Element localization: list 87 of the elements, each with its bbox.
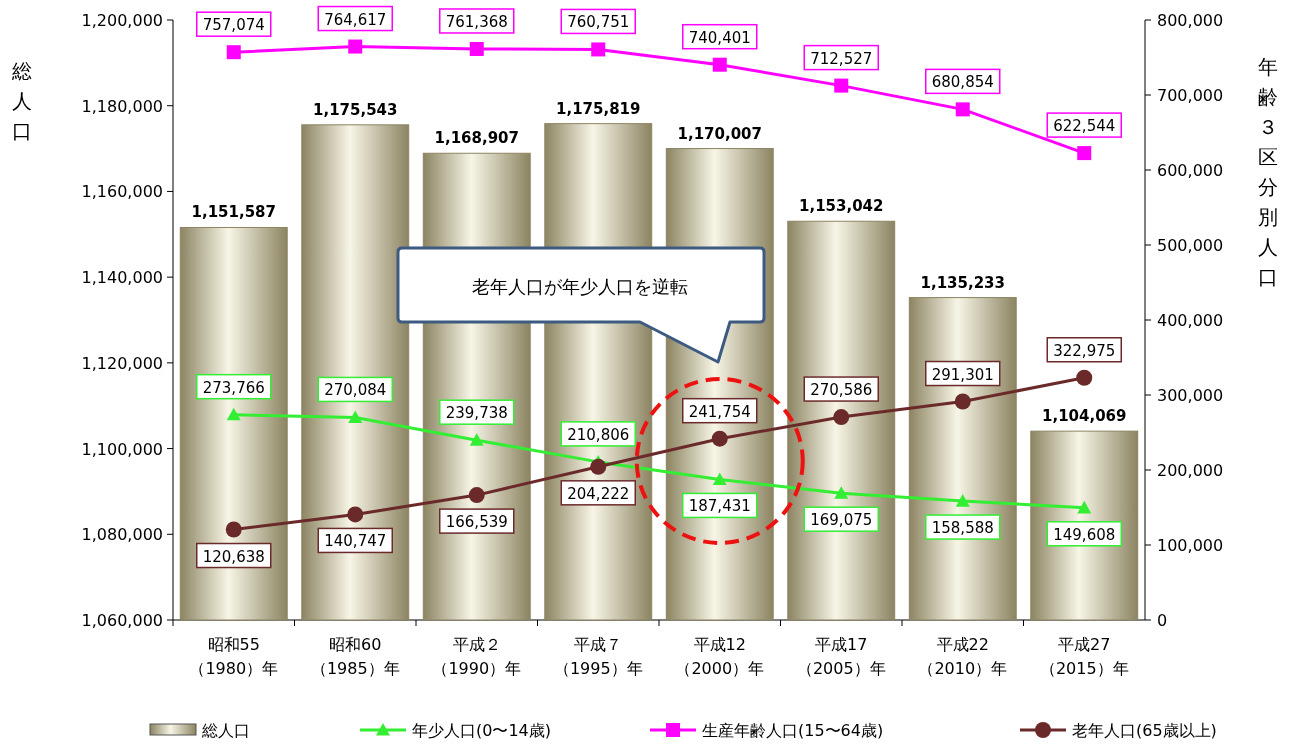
data-label: 757,074 [202,16,265,35]
data-label: 169,075 [810,511,873,530]
data-label: 166,539 [445,513,508,532]
y-axis-title: 総人口 [11,59,32,143]
data-label: 1,153,042 [799,197,884,216]
x-tick-label: 平成７（1995）年 [553,635,643,678]
y2-tick-label: 600,000 [1157,161,1224,180]
point [468,487,485,504]
y2-tick-label: 100,000 [1157,536,1224,555]
legend-label: 総人口 [201,721,250,740]
point [955,102,970,117]
point [226,407,241,421]
data-label: 270,084 [324,381,387,400]
y-tick-label: 1,120,000 [81,353,163,373]
data-label: 1,135,233 [920,273,1005,292]
x-tick-label: 平成12（2000）年 [675,635,765,678]
x-tick-label: 昭和55（1980）年 [189,635,279,678]
legend-label: 生産年齢人口(15〜64歳) [702,721,884,740]
data-label: 149,608 [1053,525,1116,544]
data-label: 740,401 [688,28,751,47]
legend-label: 年少人口(0〜14歳) [412,721,552,740]
data-label: 1,175,543 [313,100,398,119]
data-label: 622,544 [1053,117,1116,136]
x-tick-label: 平成17（2005）年 [796,635,886,678]
y2-tick-label: 200,000 [1157,461,1224,480]
y-tick-label: 1,200,000 [81,11,163,30]
annotation: 老年人口が年少人口を逆転 [472,276,688,297]
data-label: 1,168,907 [434,129,519,148]
point [591,42,606,57]
point [834,78,849,93]
data-label: 1,104,069 [1042,407,1127,426]
data-label: 712,527 [810,49,873,68]
y2-tick-label: 300,000 [1157,386,1224,405]
data-label: 270,586 [810,381,873,400]
data-label: 291,301 [931,365,994,384]
y-tick-label: 1,180,000 [81,96,163,116]
data-label: 158,588 [931,519,994,538]
legend-label: 老年人口(65歳以上) [1072,721,1217,740]
point [469,41,484,56]
point [954,393,971,410]
point [955,494,970,507]
data-label: 1,170,007 [677,124,762,143]
point [834,486,849,499]
data-label: 760,751 [567,13,630,32]
point [712,472,727,486]
data-label: 239,738 [445,404,508,423]
x-tick-label: 平成27（2015）年 [1039,635,1129,678]
point [225,521,242,538]
data-label: 680,854 [931,73,994,92]
data-label: 322,975 [1053,341,1116,360]
data-label: 120,638 [202,547,265,566]
y-tick-label: 1,100,000 [81,439,163,459]
point [712,57,727,72]
data-label: 204,222 [567,484,630,503]
point [590,458,607,475]
point [348,39,363,54]
point [1077,500,1092,514]
point [1077,146,1092,161]
data-label: 761,368 [445,12,508,31]
y2-tick-label: 500,000 [1157,236,1224,255]
data-label: 140,747 [324,532,387,551]
y2-tick-label: 0 [1157,611,1168,630]
point [711,430,728,447]
data-label: 1,151,587 [191,203,276,222]
y-tick-label: 1,060,000 [81,611,163,630]
y2-tick-label: 400,000 [1157,311,1224,330]
y-tick-label: 1,140,000 [81,268,163,288]
data-label: 764,617 [324,10,387,29]
x-tick-label: 平成２（1990）年 [432,635,522,678]
y-tick-label: 1,160,000 [81,182,163,202]
data-label: 210,806 [567,425,630,444]
point [347,506,364,523]
data-label: 1,175,819 [556,99,641,118]
data-label: 187,431 [688,497,751,516]
point [348,410,363,424]
point [833,409,850,426]
y2-tick-label: 800,000 [1157,11,1224,30]
point [469,433,484,446]
data-label: 241,754 [688,402,751,421]
y2-axis-title: 年齢３区分別人口 [1258,55,1278,289]
point [226,45,241,60]
x-tick-label: 平成22（2010）年 [918,635,1008,678]
point [1076,369,1093,386]
data-label: 273,766 [202,378,265,397]
y2-tick-label: 700,000 [1157,86,1224,105]
x-tick-label: 昭和60（1985）年 [310,635,400,678]
y-tick-label: 1,080,000 [81,525,163,545]
